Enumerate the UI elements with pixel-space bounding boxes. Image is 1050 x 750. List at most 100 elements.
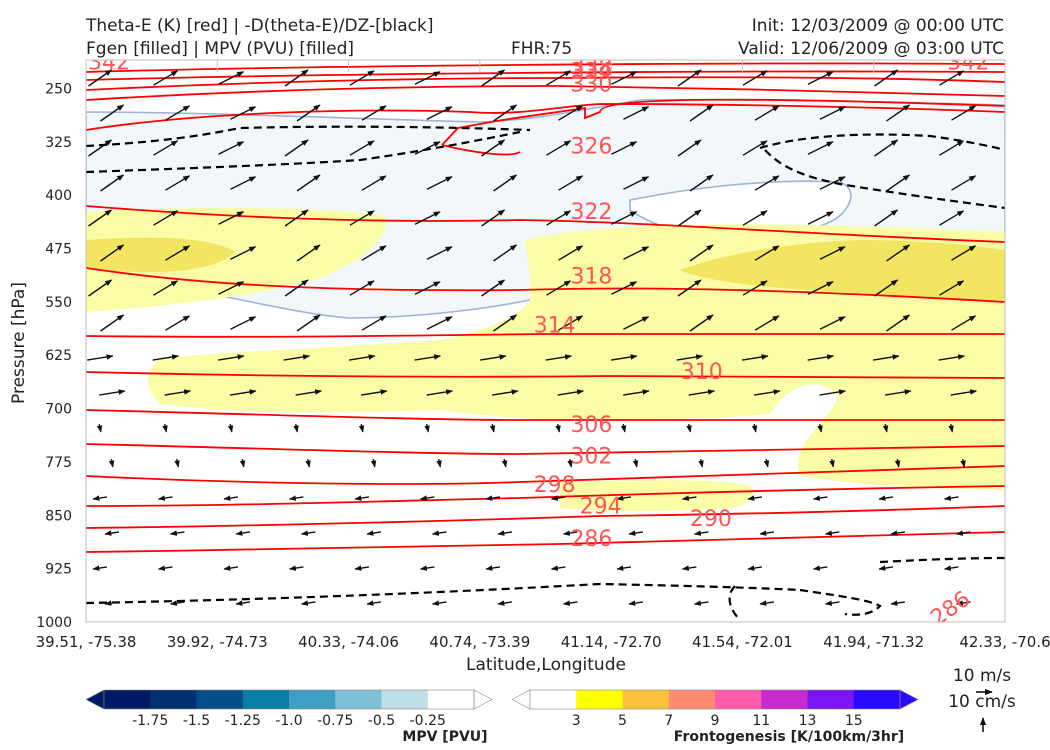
wind-arrow <box>819 106 846 120</box>
wind-arrow <box>819 389 847 396</box>
wind-arrow <box>165 315 191 331</box>
wind-arrow <box>754 389 781 396</box>
wind-arrow <box>951 315 977 331</box>
theta-e-line <box>86 333 1005 338</box>
wind-arrow <box>807 211 834 225</box>
theta-e-label: 294 <box>580 494 622 519</box>
y-tick-label: 550 <box>45 295 72 311</box>
dthetae-dz-line <box>764 149 1005 210</box>
theta-e-label: 334 <box>570 60 612 85</box>
forecast-hour: FHR:75 <box>511 39 572 59</box>
colorbar-extend-right <box>473 689 493 710</box>
wind-arrow <box>939 140 965 156</box>
wind-arrow <box>370 458 377 468</box>
wind-arrow <box>550 565 566 571</box>
wind-arrow <box>88 139 113 157</box>
wind-arrow <box>88 279 113 297</box>
wind-arrow <box>165 175 191 191</box>
wind-arrow <box>807 354 835 361</box>
plot-area: 342 3423383343303263223183143103063022982… <box>86 50 1005 622</box>
wind-arrow <box>611 211 638 225</box>
wind-arrow <box>620 423 627 433</box>
wind-arrow <box>283 354 311 361</box>
y-tick-label: 625 <box>45 348 72 364</box>
wind-arrow <box>874 139 899 157</box>
colorbar-outline <box>529 689 901 710</box>
wind-arrow <box>759 600 775 606</box>
x-tick-label: 40.33, -74.06 <box>298 633 399 651</box>
wind-arrow <box>436 458 442 468</box>
wind-arrow <box>824 600 840 606</box>
wind-arrow <box>754 105 780 121</box>
colorbar-tick-label: 11 <box>752 713 770 729</box>
x-tick-label: 42.33, -70.6 <box>959 633 1050 651</box>
wind-arrow <box>874 69 899 87</box>
wind-arrow <box>426 106 453 120</box>
theta-e-line <box>441 144 521 156</box>
wind-arrow <box>759 530 775 536</box>
wind-arrow <box>886 104 911 122</box>
wind-arrow <box>87 354 114 361</box>
colorbar-outline <box>103 689 475 710</box>
wind-arrow <box>426 316 453 330</box>
wind-arrow <box>886 174 911 192</box>
wind-arrow <box>497 600 513 606</box>
wind-arrow <box>688 389 716 396</box>
wind-arrow <box>361 245 387 261</box>
theta-e-line <box>86 443 1005 455</box>
dthetae-dz-line <box>86 130 521 174</box>
wind-arrow <box>623 106 650 120</box>
wind-arrow <box>742 70 768 86</box>
wind-arrow <box>939 280 965 296</box>
wind-arrow <box>890 530 906 536</box>
wind-arrow <box>485 565 501 571</box>
wind-arrow <box>493 314 518 332</box>
wind-arrow <box>742 280 768 296</box>
wind-arrow <box>632 458 639 468</box>
wind-arrow <box>878 495 894 501</box>
wind-arrow <box>288 565 304 571</box>
wind-arrow <box>557 389 585 396</box>
colorbar-tick-label: 3 <box>572 713 581 729</box>
wind-arrow <box>689 244 714 262</box>
wind-key-label-ms: 10 m/s <box>953 666 1011 686</box>
wind-arrow <box>296 174 321 192</box>
wind-arrow <box>817 423 823 433</box>
wind-arrow <box>414 141 441 155</box>
wind-arrow <box>152 354 180 361</box>
wind-arrow <box>501 458 508 468</box>
wind-arrow <box>349 354 376 361</box>
wind-arrow <box>812 565 828 571</box>
theta-e-label: 342 <box>947 50 989 75</box>
wind-arrow <box>305 458 311 468</box>
wind-arrow <box>218 71 245 85</box>
theta-e-line <box>86 103 1005 131</box>
x-tick-label: 41.14, -72.70 <box>561 633 662 651</box>
dthetae-dz-contours <box>86 125 1005 621</box>
wind-arrow <box>157 495 173 501</box>
wind-arrow <box>493 244 518 262</box>
theta-e-contours <box>86 62 1005 553</box>
wind-arrow <box>550 495 566 501</box>
wind-arrow <box>562 600 578 606</box>
wind-arrow <box>481 69 506 87</box>
wind-arrow <box>284 279 309 297</box>
fgen-colorbar-label: Frontogenesis [K/100km/3hr] <box>674 729 904 745</box>
wind-arrow <box>943 565 959 571</box>
wind-arrow <box>754 315 780 331</box>
wind-arrow <box>951 245 977 261</box>
wind-arrow <box>829 458 835 468</box>
x-tick-label: 41.54, -72.01 <box>692 633 793 651</box>
y-tick-label: 925 <box>45 562 72 578</box>
wind-arrow <box>414 281 441 295</box>
wind-arrow <box>100 244 125 262</box>
fgen-fill-main <box>148 224 1005 490</box>
wind-arrow <box>419 495 435 501</box>
wind-arrow <box>414 71 441 85</box>
wind-arrow <box>824 530 840 536</box>
y-tick-label: 400 <box>45 188 72 204</box>
wind-arrow <box>812 495 828 501</box>
wind-arrow <box>481 139 506 157</box>
wind-arrow <box>349 70 375 86</box>
